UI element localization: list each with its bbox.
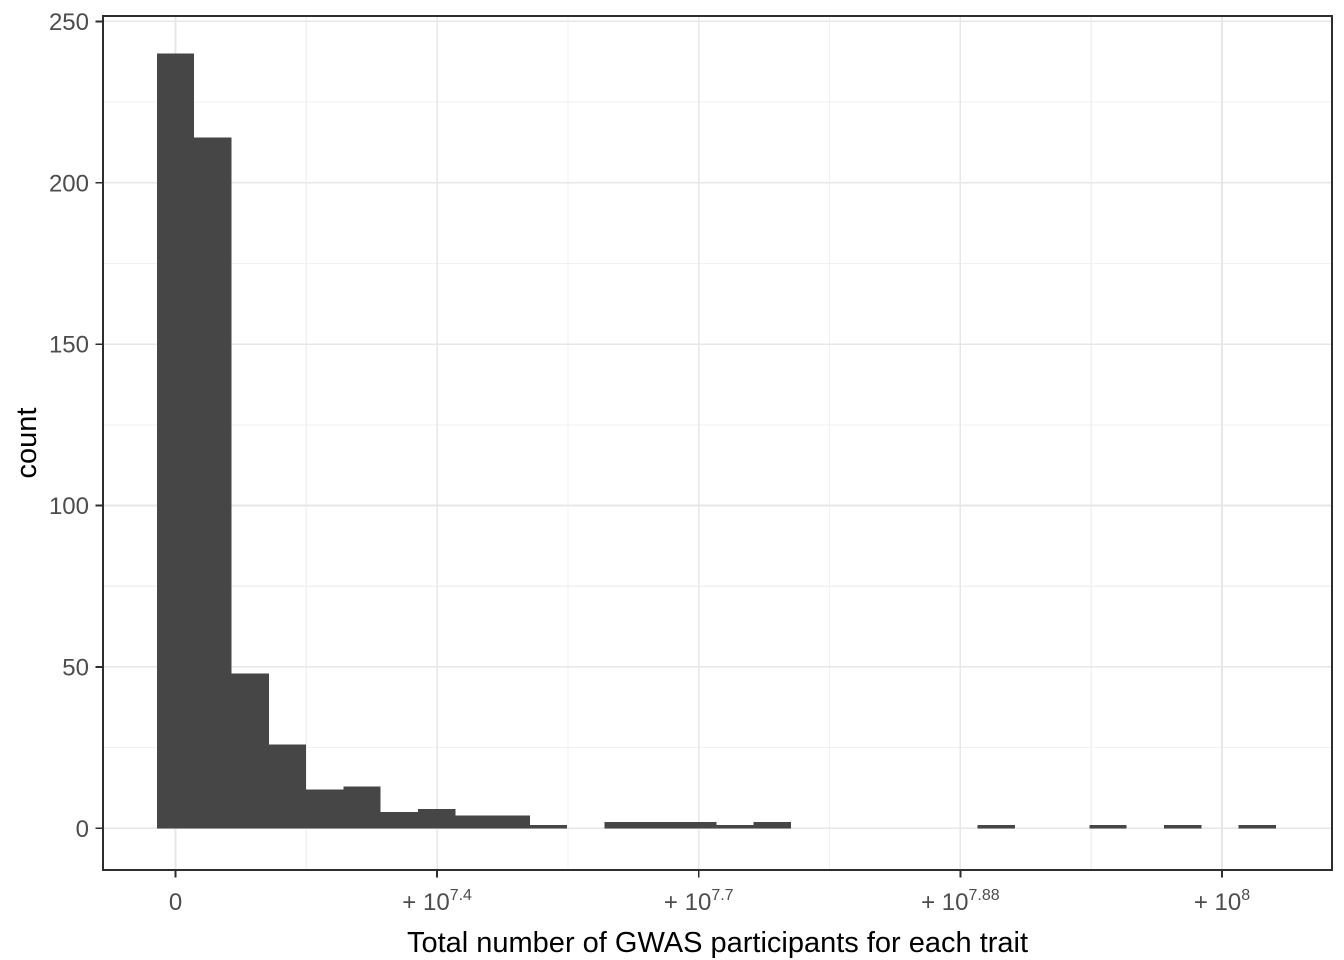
histogram-bar — [604, 821, 642, 829]
histogram-bar — [417, 808, 456, 829]
y-tick-label: 100 — [49, 493, 89, 520]
x-tick-label: 0 — [169, 889, 182, 916]
x-axis-title: Total number of GWAS participants for ea… — [407, 927, 1028, 959]
histogram-bar — [306, 789, 344, 829]
x-tick-label: + 108 — [1194, 887, 1250, 916]
histogram-bar — [716, 825, 754, 829]
histogram-bar — [1238, 825, 1276, 829]
x-tick-label: + 107.4 — [402, 887, 472, 916]
y-tick-label: 150 — [49, 332, 89, 359]
panel-border — [102, 15, 1333, 871]
histogram-bar — [753, 821, 791, 829]
histogram-bar — [1164, 825, 1202, 829]
histogram-bar — [380, 812, 418, 829]
axis-tick-labels: 0 50 100 150 200 250 0 + 107.4 + 107.7 + 107.88 + … — [49, 9, 1250, 916]
histogram-bar — [231, 673, 269, 829]
histogram-bar — [529, 825, 568, 829]
histogram-bar — [156, 53, 195, 829]
y-tick-label: 0 — [76, 816, 89, 843]
histogram-bar — [1089, 825, 1127, 829]
y-tick-label: 200 — [49, 170, 89, 197]
gridlines-minor — [103, 16, 1332, 870]
histogram-bar — [679, 821, 717, 829]
histogram-bar — [343, 786, 381, 829]
axis-tick-marks — [95, 20, 1223, 878]
y-tick-label: 250 — [49, 9, 89, 36]
histogram-bar — [641, 821, 680, 829]
histogram-bars — [156, 53, 1276, 829]
y-tick-label: 50 — [62, 654, 89, 681]
histogram-bar — [268, 744, 307, 829]
histogram-bar — [977, 825, 1015, 829]
x-tick-label: + 107.88 — [921, 887, 1000, 916]
histogram-bar — [455, 815, 493, 829]
histogram-bar — [194, 137, 232, 829]
x-tick-label: + 107.7 — [664, 887, 734, 916]
gridlines-major — [103, 16, 1332, 870]
y-axis-title: count — [11, 408, 43, 479]
histogram-bar — [492, 815, 530, 829]
